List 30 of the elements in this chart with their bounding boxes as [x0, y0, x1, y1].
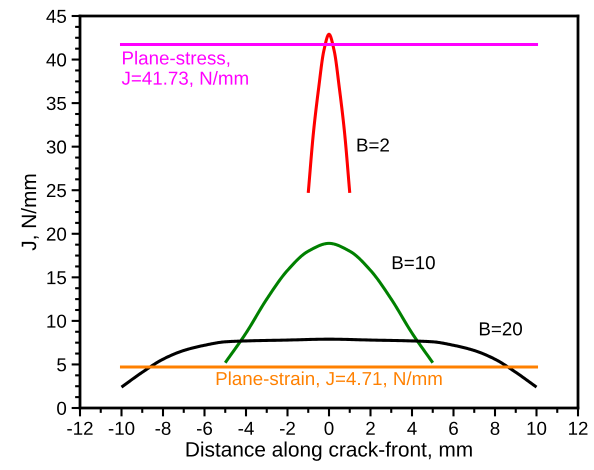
y-axis-title: J, N/mm [20, 174, 39, 250]
y-tick-label: 40 [46, 53, 66, 67]
series-label: B=20 [480, 322, 522, 336]
y-tick-label: 25 [46, 184, 66, 198]
ref-line-label: Plane-strain, J=4.71, N/mm [216, 371, 442, 388]
ref-line-label: Plane-stress, J=41.73, N/mm [122, 50, 248, 88]
x-tick-label: -6 [196, 422, 212, 435]
y-tick-label: 5 [57, 358, 66, 372]
y-tick-label: 0 [57, 402, 66, 415]
x-tick-label: 10 [528, 422, 546, 435]
x-tick-label: 4 [407, 422, 417, 435]
series-label: B=10 [392, 256, 435, 270]
y-tick-label: 35 [46, 96, 66, 110]
x-tick-label: -4 [238, 422, 254, 435]
y-tick-label: 45 [46, 10, 66, 23]
x-tick-label: 6 [449, 422, 458, 435]
y-tick-label: 10 [47, 314, 66, 328]
x-tick-label: -8 [155, 422, 171, 435]
x-tick-label: -12 [67, 422, 93, 435]
x-tick-label: -10 [108, 422, 134, 435]
y-tick-label: 30 [46, 140, 66, 154]
x-tick-label: 2 [366, 422, 375, 435]
series-label: B=2 [358, 138, 389, 152]
y-tick-label: 20 [46, 227, 66, 241]
x-tick-label: 12 [569, 422, 588, 435]
x-tick-label: 8 [490, 422, 500, 435]
x-tick-label: -2 [280, 422, 295, 435]
y-tick-label: 15 [47, 271, 66, 284]
x-tick-label: 0 [324, 422, 334, 435]
x-axis-title: Distance along crack-front, mm [186, 441, 472, 461]
